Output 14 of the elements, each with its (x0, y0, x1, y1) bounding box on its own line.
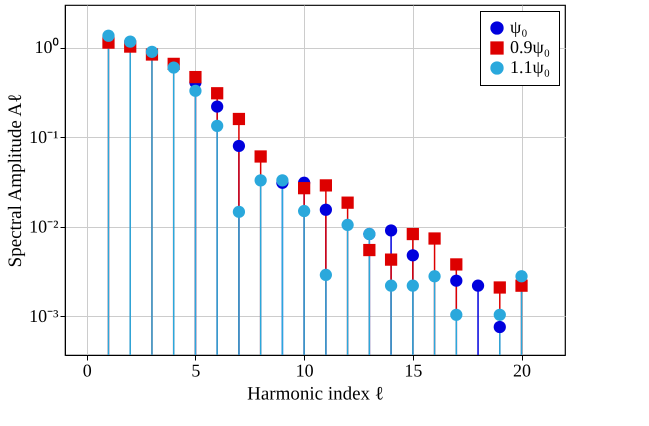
x-tick-label: 5 (191, 360, 200, 380)
legend-label: 0.9ψ₀ (510, 37, 550, 57)
y-axis-title: Spectral Amplitude Aℓ (5, 94, 26, 268)
x-tick-label: 15 (404, 360, 422, 380)
x-tick-label: 20 (513, 360, 532, 380)
legend-label: 1.1ψ₀ (510, 57, 550, 77)
x-tick-label: 10 (296, 360, 314, 380)
x-tick-label: 0 (82, 360, 92, 380)
y-tick-label: 10⁰ (34, 37, 58, 58)
x-axis-title: Harmonic index ℓ (247, 384, 384, 404)
y-tick-label: 10⁻² (29, 216, 58, 236)
y-tick-label: 10⁻³ (29, 306, 60, 326)
y-tick-label: 10⁻¹ (29, 126, 58, 147)
legend-label: ψ₀ (510, 17, 528, 37)
